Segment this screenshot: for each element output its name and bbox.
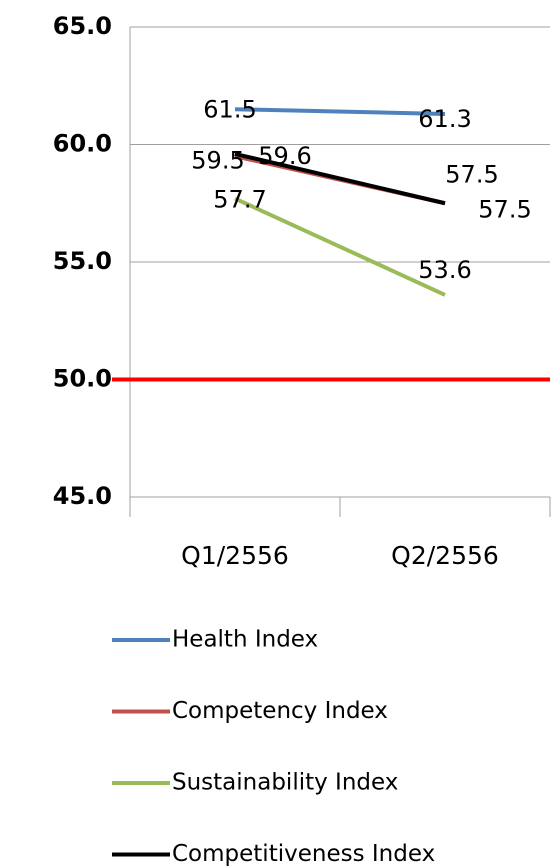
legend-label: Competitiveness Index	[172, 841, 435, 867]
legend-label: Health Index	[172, 627, 318, 653]
data-label: 61.5	[203, 95, 256, 123]
data-label: 57.5	[445, 160, 498, 188]
data-label: 59.5	[191, 146, 244, 174]
y-tick-label: 65.0	[53, 12, 112, 40]
y-tick-label: 60.0	[53, 130, 112, 158]
data-label: 57.7	[213, 186, 266, 214]
x-tick-label: Q1/2556	[181, 541, 289, 570]
data-label: 59.6	[258, 142, 311, 170]
legend-label: Sustainability Index	[172, 770, 398, 796]
series-line	[234, 196, 446, 297]
data-label: 61.3	[418, 105, 471, 133]
data-label: 53.6	[418, 256, 471, 284]
y-tick-label: 55.0	[53, 247, 112, 275]
y-tick-label: 45.0	[53, 482, 112, 510]
y-tick-label: 50.0	[53, 365, 112, 393]
series-line	[234, 151, 446, 206]
data-label: 57.5	[478, 195, 531, 223]
x-tick-label: Q2/2556	[391, 541, 499, 570]
legend-label: Competency Index	[172, 698, 388, 724]
series-line	[234, 107, 446, 116]
